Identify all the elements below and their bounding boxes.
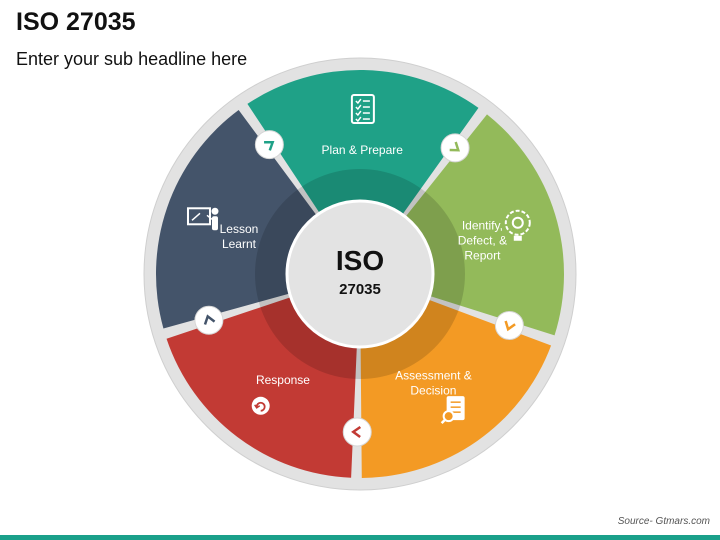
connector-badge [440,133,470,163]
segment-label: Report [464,249,501,263]
teacher-board-icon [186,207,219,231]
source-note: Source- Gtmars.com [617,516,710,527]
segment-2 [404,114,564,336]
segment-3 [360,299,552,478]
page-title: ISO 27035 [16,8,136,36]
icons-group [186,94,531,425]
segment-label: Plan & Prepare [322,143,404,157]
segment-label: Assessment & [395,368,472,382]
segment-5 [155,110,318,329]
segment-label: Defect, & [458,234,507,248]
center-subtitle: 27035 [339,281,381,298]
segment-label: Response [256,373,310,387]
segment-label: Identify, [462,219,503,233]
segment-4 [166,296,357,478]
chat-refresh-icon [251,396,270,415]
segment-1 [247,69,479,216]
segment-label: Learnt [222,237,257,251]
bottom-accent-bar [0,535,720,540]
connector-badge [494,310,524,340]
connector-badge [194,305,224,335]
checklist-icon [350,94,375,125]
segment-label: Lesson [220,222,259,236]
connector-badge [254,130,284,160]
document-search-icon [440,396,465,425]
segment-label: Decision [410,383,456,397]
page-subtitle: Enter your sub headline here [16,49,248,69]
lightbulb-gear-icon [504,209,531,241]
center-title: ISO [336,245,384,276]
segments-group [155,69,564,478]
connector-badge [342,417,372,447]
connectors-group [194,130,524,447]
center-circle [285,199,435,349]
labels-group: Plan & Prepare Identify,Defect, &Report As… [220,143,507,397]
